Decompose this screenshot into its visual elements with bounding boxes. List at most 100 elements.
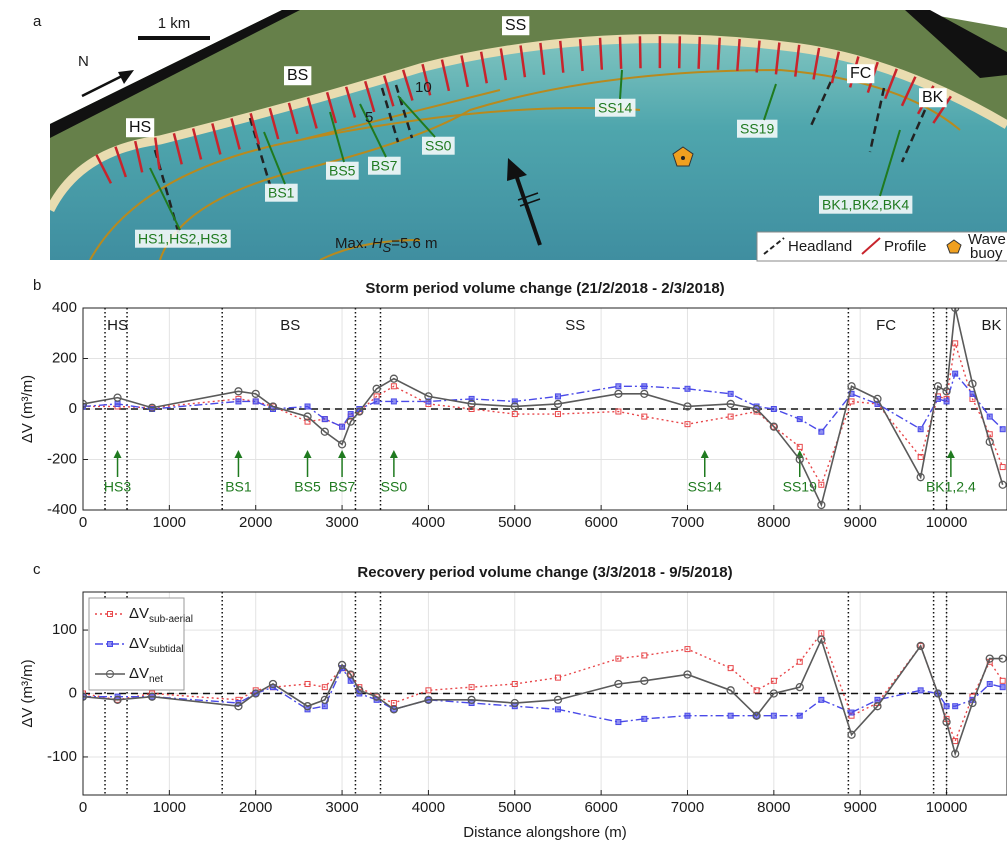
point: [727, 665, 734, 672]
point: [320, 427, 329, 436]
annotation: SS19: [783, 479, 817, 495]
map-legend-box: [756, 231, 1007, 262]
profile-arrow: [397, 95, 436, 138]
legend-headland-symbol: [763, 237, 785, 255]
point: [372, 692, 381, 701]
legend-label: Headland: [788, 238, 852, 255]
point: [917, 642, 924, 649]
region-label: HS: [129, 119, 151, 136]
point: [641, 715, 648, 722]
y-tick-label: 200: [52, 349, 77, 366]
point: [968, 379, 977, 388]
point: [727, 413, 734, 420]
point: [726, 399, 735, 409]
point: [347, 671, 354, 678]
point: [554, 674, 561, 681]
point: [770, 712, 777, 719]
x-tick-label: 7000: [671, 514, 704, 531]
annotation-arrow-head: [113, 450, 122, 458]
wave-height-prefix: Max.: [335, 235, 372, 252]
point: [304, 680, 311, 687]
wave-arrow-head: [507, 158, 527, 181]
point: [985, 437, 994, 446]
point: [554, 411, 561, 418]
profile-line: [884, 68, 898, 100]
point: [554, 706, 561, 713]
x-tick-label: 2000: [239, 799, 272, 816]
point: [615, 383, 622, 390]
point: [640, 389, 649, 399]
x-tick-label: 5000: [498, 514, 531, 531]
north-arrow: [81, 72, 127, 98]
point: [999, 684, 1006, 691]
legend-subscript: net: [149, 674, 163, 685]
point: [614, 389, 623, 399]
point: [372, 384, 381, 393]
legend-label: ΔVsub-aerial: [129, 605, 193, 625]
point: [951, 749, 960, 758]
profile-label: SS14: [598, 100, 632, 116]
point: [615, 655, 622, 662]
point: [817, 635, 826, 644]
legend-name: ΔV: [129, 665, 149, 682]
point: [83, 692, 88, 701]
chart-title: Storm period volume change (21/2/2018 - …: [365, 280, 724, 297]
point: [917, 426, 924, 433]
point: [321, 703, 328, 710]
point: [468, 395, 475, 402]
point: [337, 660, 347, 670]
point: [114, 400, 121, 407]
annotation: BK1,2,4: [926, 479, 976, 495]
annotation-arrow-head: [338, 450, 347, 458]
wave-height-subscript: S: [383, 240, 392, 255]
point: [113, 393, 122, 402]
point: [818, 428, 825, 435]
profile-label: SS0: [425, 138, 452, 154]
point: [796, 712, 803, 719]
profile-line: [736, 38, 741, 72]
series-line: [83, 637, 1003, 757]
north-arrow-head: [118, 70, 134, 84]
x-tick-label: 9000: [844, 799, 877, 816]
point: [727, 712, 734, 719]
point: [917, 687, 924, 694]
legend-subscript: subtidal: [149, 644, 183, 655]
plot-frame: [82, 307, 1007, 511]
profile-line: [344, 86, 357, 118]
point: [752, 404, 761, 414]
map-edge: [50, 10, 300, 138]
profile-line: [95, 154, 113, 184]
profile-line: [268, 107, 280, 140]
point: [726, 686, 735, 695]
label-box: [326, 161, 359, 180]
point: [83, 399, 88, 409]
point: [683, 402, 692, 411]
profile-line: [114, 146, 128, 178]
point: [999, 426, 1006, 433]
point: [933, 689, 943, 698]
profile-line: [638, 36, 642, 69]
label-box: [135, 229, 231, 248]
y-axis-label: ΔV (m³/m): [19, 659, 36, 727]
x-tick-label: 1000: [153, 514, 186, 531]
point: [424, 695, 433, 704]
x-tick-label: 2000: [239, 514, 272, 531]
point: [615, 408, 622, 415]
region-label: FC: [876, 317, 896, 334]
point: [641, 413, 648, 420]
point: [770, 677, 777, 684]
legend-profile-symbol: [861, 237, 881, 255]
x-tick-label: 1000: [153, 799, 186, 816]
y-tick-label: -400: [47, 501, 77, 518]
point: [337, 440, 347, 449]
profile-line: [755, 40, 761, 73]
profile-line: [460, 55, 470, 88]
point: [986, 413, 993, 420]
region-label: BK: [981, 317, 1001, 334]
x-tick-label: 8000: [757, 514, 790, 531]
profile-line: [932, 95, 952, 124]
point: [684, 421, 691, 428]
wave-height-suffix: =5.6 m: [391, 235, 437, 252]
point: [683, 670, 692, 679]
